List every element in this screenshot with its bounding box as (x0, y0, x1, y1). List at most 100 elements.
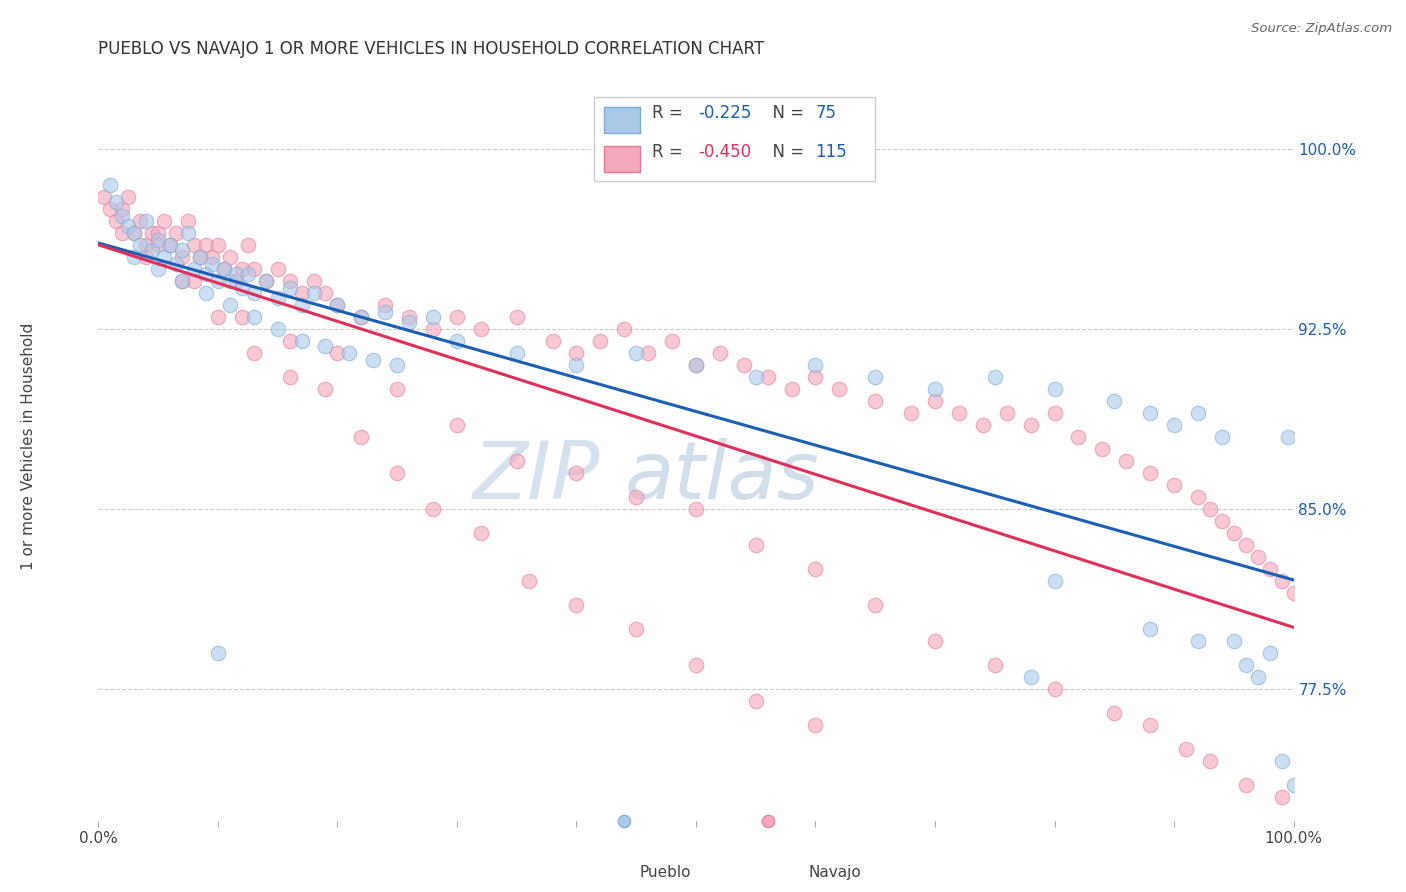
Point (290, 286, 312, 301)
Point (685, 358, 707, 372)
Point (254, 274, 277, 288)
Text: atlas: atlas (624, 438, 820, 516)
Point (1043, 681, 1066, 696)
Point (385, 466, 409, 480)
Point (124, 226, 146, 240)
Point (326, 346, 349, 360)
Point (290, 334, 312, 348)
Point (231, 310, 253, 324)
Point (1271, 754, 1294, 768)
Point (267, 322, 290, 336)
Point (212, 262, 235, 277)
Point (506, 346, 529, 360)
Point (1102, 394, 1125, 409)
Point (565, 466, 588, 480)
Point (1091, 442, 1114, 456)
Point (1139, 717, 1161, 731)
Point (1115, 454, 1137, 468)
Point (804, 562, 827, 576)
Point (172, 243, 194, 257)
Point (565, 358, 588, 372)
Point (385, 358, 409, 372)
Point (1234, 538, 1257, 552)
Point (517, 574, 540, 588)
Point (183, 262, 205, 277)
Text: R =: R = (652, 103, 688, 122)
Point (225, 267, 247, 281)
Point (446, 310, 468, 324)
Point (1067, 430, 1090, 444)
Point (93, 190, 115, 204)
Point (254, 274, 277, 288)
Point (135, 238, 157, 252)
Point (172, 274, 194, 288)
Point (565, 346, 588, 360)
Point (135, 250, 157, 264)
Point (1222, 633, 1246, 648)
Point (236, 238, 259, 252)
Point (98, 178, 122, 193)
Point (350, 310, 373, 324)
Point (1019, 417, 1042, 432)
Point (219, 274, 242, 288)
Point (1163, 478, 1185, 492)
Point (1163, 417, 1185, 432)
Point (165, 226, 187, 240)
Text: R =: R = (652, 143, 688, 161)
Text: N =: N = (762, 103, 808, 122)
Point (124, 226, 146, 240)
Point (242, 346, 264, 360)
Point (172, 250, 194, 264)
Point (385, 382, 409, 396)
Point (1043, 382, 1066, 396)
Point (780, 382, 803, 396)
Point (225, 274, 247, 288)
Point (188, 250, 211, 264)
Point (159, 238, 181, 252)
Point (613, 322, 636, 336)
Point (745, 694, 768, 708)
Point (1258, 562, 1281, 576)
Point (278, 274, 301, 288)
Point (337, 346, 360, 360)
Point (709, 346, 731, 360)
Point (1246, 670, 1268, 684)
Text: -0.450: -0.450 (699, 143, 751, 161)
Point (506, 454, 529, 468)
Point (924, 382, 946, 396)
Point (637, 346, 659, 360)
Point (1282, 586, 1305, 600)
Point (242, 310, 264, 324)
Point (470, 322, 492, 336)
Point (924, 633, 946, 648)
Point (756, 370, 779, 384)
Point (1271, 789, 1294, 804)
Point (1211, 514, 1233, 528)
FancyBboxPatch shape (605, 146, 640, 172)
Point (1187, 406, 1209, 420)
Point (194, 238, 217, 252)
Point (1246, 549, 1268, 564)
Point (422, 501, 444, 516)
Text: ZIP: ZIP (472, 438, 600, 516)
Point (1043, 574, 1066, 588)
Point (733, 358, 755, 372)
Point (172, 274, 194, 288)
Point (212, 262, 235, 277)
Point (201, 250, 224, 264)
Point (207, 274, 229, 288)
Text: Source: ZipAtlas.com: Source: ZipAtlas.com (1251, 22, 1392, 36)
Point (129, 238, 152, 252)
Point (541, 334, 564, 348)
Point (98, 202, 122, 216)
Point (1234, 778, 1257, 792)
Point (1211, 430, 1233, 444)
Point (900, 406, 922, 420)
Point (350, 430, 373, 444)
Point (804, 370, 827, 384)
Point (148, 233, 170, 247)
Point (565, 598, 588, 612)
Point (972, 417, 994, 432)
Point (624, 622, 647, 636)
Point (363, 353, 385, 368)
